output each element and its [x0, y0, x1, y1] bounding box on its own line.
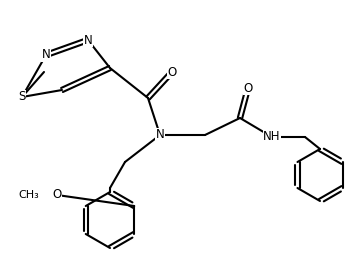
- Text: NH: NH: [263, 130, 281, 144]
- Text: N: N: [42, 49, 50, 62]
- Text: O: O: [52, 188, 62, 201]
- Text: O: O: [167, 66, 177, 79]
- Text: S: S: [18, 91, 26, 104]
- Text: N: N: [155, 128, 164, 141]
- Text: O: O: [243, 81, 253, 94]
- Text: N: N: [84, 33, 92, 46]
- Text: CH₃: CH₃: [18, 190, 39, 200]
